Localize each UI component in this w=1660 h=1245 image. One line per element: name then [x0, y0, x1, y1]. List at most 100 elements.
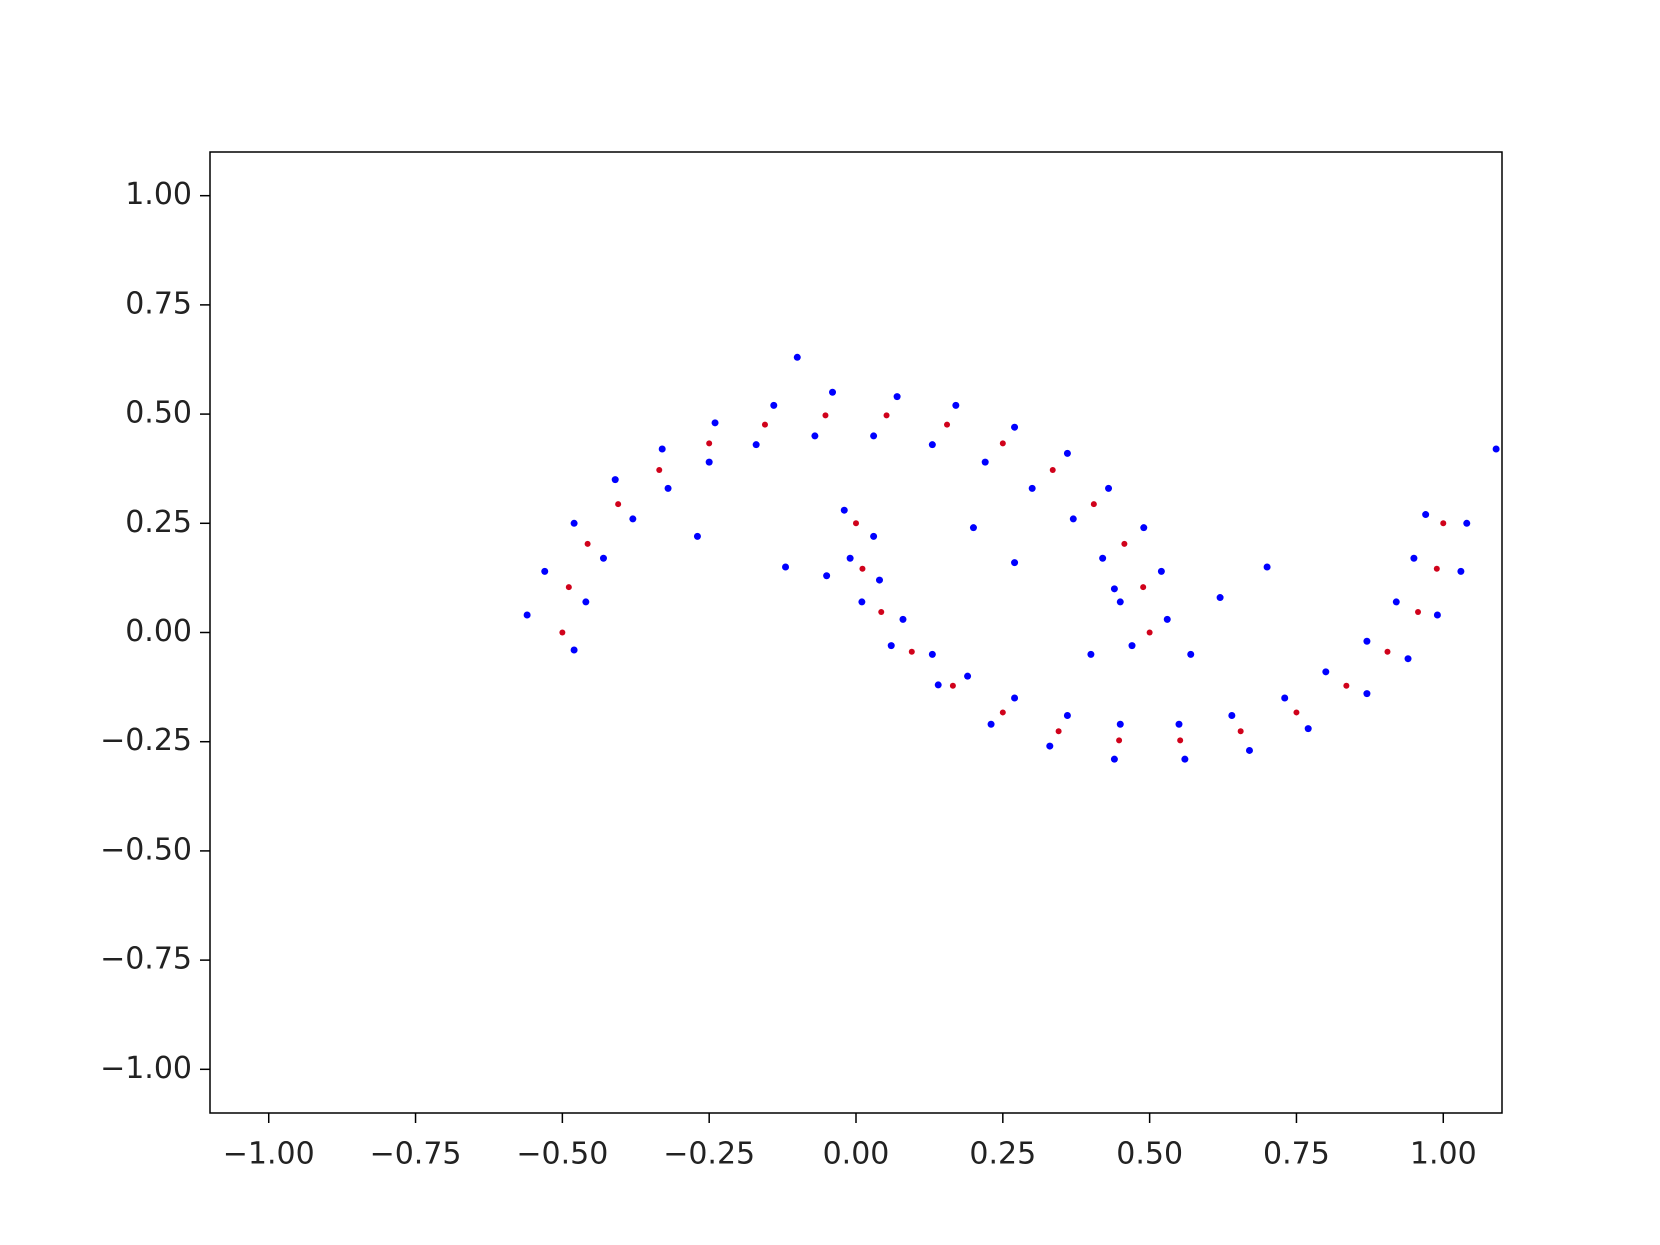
- point: [1011, 559, 1019, 567]
- point: [969, 524, 977, 532]
- point: [1055, 728, 1062, 735]
- point: [1410, 554, 1418, 562]
- point: [823, 572, 831, 580]
- point: [964, 672, 972, 680]
- x-tick-label: 0.25: [969, 1137, 1036, 1172]
- point: [908, 648, 915, 655]
- point: [1105, 484, 1113, 492]
- point: [840, 506, 848, 514]
- y-tick-label: 0.00: [125, 614, 192, 649]
- point: [611, 476, 619, 484]
- point: [1415, 608, 1422, 615]
- point: [1281, 694, 1289, 702]
- point: [899, 615, 907, 623]
- point: [822, 412, 829, 419]
- point: [870, 432, 878, 440]
- point: [705, 458, 713, 466]
- point: [1433, 611, 1441, 619]
- point: [1181, 755, 1189, 763]
- point: [1063, 449, 1071, 457]
- point: [793, 353, 801, 361]
- point: [599, 554, 607, 562]
- point: [1116, 720, 1124, 728]
- point: [1343, 682, 1350, 689]
- point: [875, 576, 883, 584]
- point: [1116, 598, 1124, 606]
- point: [706, 440, 713, 447]
- point: [952, 401, 960, 409]
- point: [1263, 563, 1271, 571]
- x-tick-label: 0.50: [1116, 1137, 1183, 1172]
- x-tick-label: −0.75: [370, 1137, 462, 1172]
- point: [629, 515, 637, 523]
- point: [1228, 711, 1236, 719]
- point: [928, 441, 936, 449]
- x-tick-label: 0.00: [823, 1137, 890, 1172]
- point: [1140, 524, 1148, 532]
- point: [887, 642, 895, 650]
- point: [811, 432, 819, 440]
- point: [761, 421, 768, 428]
- point: [1457, 567, 1465, 575]
- point: [1099, 554, 1107, 562]
- point: [1237, 728, 1244, 735]
- point: [541, 567, 549, 575]
- point: [1110, 755, 1118, 763]
- point: [981, 458, 989, 466]
- point: [1422, 511, 1430, 519]
- point: [999, 440, 1006, 447]
- point: [893, 393, 901, 401]
- y-tick-label: −0.50: [100, 832, 192, 867]
- y-tick-label: −0.75: [100, 942, 192, 977]
- y-tick-label: −0.25: [100, 723, 192, 758]
- point: [615, 501, 622, 508]
- point: [1363, 690, 1371, 698]
- point: [1069, 515, 1077, 523]
- y-tick-label: 0.25: [125, 505, 192, 540]
- point: [523, 611, 531, 619]
- point: [1245, 746, 1253, 754]
- point: [752, 441, 760, 449]
- point: [846, 554, 854, 562]
- point: [1028, 484, 1036, 492]
- point: [1433, 565, 1440, 572]
- point: [1463, 519, 1471, 527]
- point: [664, 484, 672, 492]
- x-tick-label: 1.00: [1410, 1137, 1477, 1172]
- point: [949, 682, 956, 689]
- point: [782, 563, 790, 571]
- point: [1011, 423, 1019, 431]
- point: [1392, 598, 1400, 606]
- point: [1440, 520, 1447, 527]
- point: [1293, 709, 1300, 716]
- point: [1090, 501, 1097, 508]
- point: [1163, 615, 1171, 623]
- point: [999, 709, 1006, 716]
- point: [858, 598, 866, 606]
- point: [878, 608, 885, 615]
- point: [1216, 594, 1224, 602]
- point: [1363, 637, 1371, 645]
- point: [1384, 648, 1391, 655]
- point: [853, 520, 859, 527]
- point: [987, 720, 995, 728]
- point: [693, 532, 701, 540]
- point: [770, 401, 778, 409]
- point: [1140, 584, 1147, 591]
- point: [658, 445, 666, 453]
- point: [1177, 737, 1184, 744]
- point: [1011, 694, 1019, 702]
- point: [1175, 720, 1183, 728]
- point: [565, 584, 572, 591]
- point: [584, 540, 591, 547]
- point: [1404, 655, 1412, 663]
- point: [1146, 629, 1153, 636]
- x-tick-label: 0.75: [1263, 1137, 1330, 1172]
- point: [1116, 737, 1123, 744]
- point: [1304, 725, 1312, 733]
- point: [656, 467, 663, 474]
- point: [1049, 467, 1056, 474]
- point: [1046, 742, 1054, 750]
- point: [711, 419, 719, 427]
